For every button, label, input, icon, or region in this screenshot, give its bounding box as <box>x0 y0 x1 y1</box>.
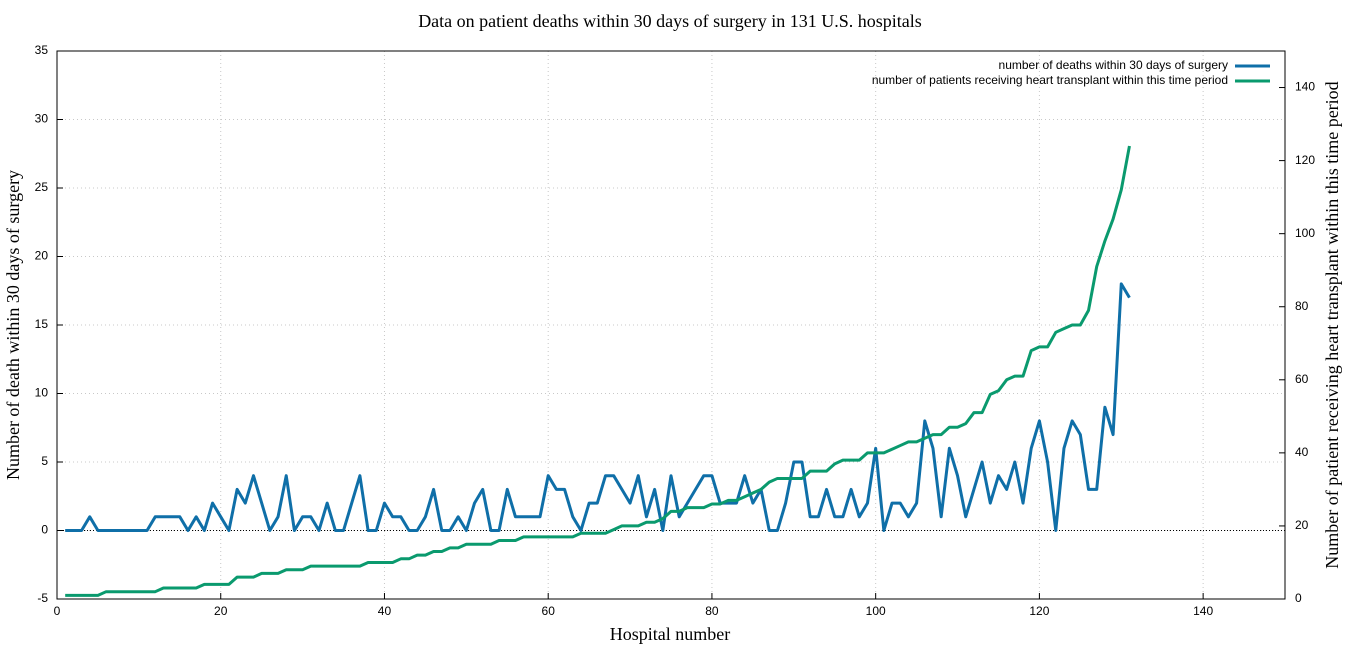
y2-tick-label: 40 <box>1295 445 1309 459</box>
series-line <box>65 282 1131 532</box>
x-axis-label: Hospital number <box>610 624 730 644</box>
y-tick-label: 5 <box>41 454 48 468</box>
y2-tick-label: 60 <box>1295 372 1309 386</box>
y2-tick-label: 120 <box>1295 153 1315 167</box>
y-tick-label: 30 <box>35 112 49 126</box>
x-tick-label: 140 <box>1193 604 1213 618</box>
y2-tick-label: 20 <box>1295 518 1309 532</box>
legend-label: number of patients receiving heart trans… <box>872 73 1228 87</box>
y-tick-label: 35 <box>35 43 49 57</box>
x-tick-label: 120 <box>1029 604 1049 618</box>
y2-tick-label: 0 <box>1295 591 1302 605</box>
chart-title: Data on patient deaths within 30 days of… <box>418 11 922 31</box>
y-axis-label: Number of death within 30 days of surger… <box>3 170 23 480</box>
y-tick-label: 15 <box>35 317 49 331</box>
y-tick-label: 0 <box>41 523 48 537</box>
plot-frame <box>56 50 1286 600</box>
y-tick-label: -5 <box>37 591 48 605</box>
x-tick-label: 40 <box>378 604 392 618</box>
y2-tick-label: 80 <box>1295 299 1309 313</box>
y-tick-label: 20 <box>35 249 49 263</box>
y-tick-label: 10 <box>35 386 49 400</box>
series-line <box>65 145 1131 597</box>
x-tick-label: 100 <box>866 604 886 618</box>
y2-tick-label: 100 <box>1295 226 1315 240</box>
y2-tick-label: 140 <box>1295 80 1315 94</box>
x-tick-label: 60 <box>542 604 556 618</box>
x-tick-label: 80 <box>705 604 719 618</box>
legend-label: number of deaths within 30 days of surge… <box>999 58 1228 72</box>
y-tick-label: 25 <box>35 180 49 194</box>
y2-axis-label: Number of patient receiving heart transp… <box>1322 81 1342 568</box>
x-tick-label: 0 <box>54 604 61 618</box>
x-tick-label: 20 <box>214 604 228 618</box>
